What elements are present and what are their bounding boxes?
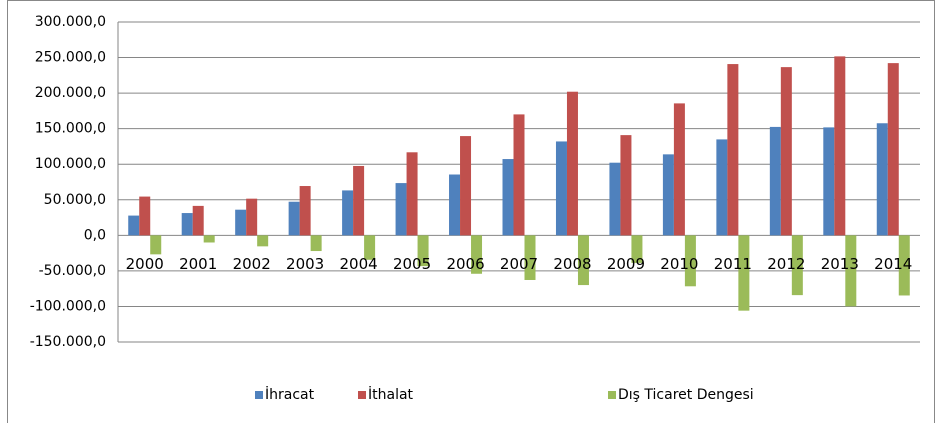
bar (845, 235, 857, 307)
x-tick-label: 2010 (660, 255, 698, 273)
y-tick-label: -100.000,0 (30, 298, 106, 314)
x-tick-label: 2004 (340, 255, 378, 273)
bar (769, 126, 781, 236)
bar (257, 235, 269, 247)
legend-label: İthalat (368, 385, 414, 403)
bar (181, 213, 193, 236)
bar (834, 56, 846, 236)
bar (791, 235, 803, 296)
legend-swatch (358, 391, 366, 399)
bar (898, 235, 910, 296)
x-tick-label: 2011 (714, 255, 752, 273)
y-tick-label: 200.000,0 (35, 85, 106, 101)
y-tick-label: -50.000,0 (39, 263, 106, 279)
x-tick-label: 2003 (286, 255, 324, 273)
bar (662, 154, 674, 236)
bar (502, 159, 514, 236)
x-tick-label: 2002 (233, 255, 271, 273)
bar (342, 190, 354, 236)
x-tick-label: 2014 (874, 255, 912, 273)
bar (780, 67, 792, 236)
y-tick-label: 100.000,0 (35, 156, 106, 172)
y-tick-label: 50.000,0 (44, 192, 106, 208)
bar (738, 235, 750, 311)
bar (310, 235, 322, 252)
bar (460, 136, 472, 236)
bar (566, 91, 578, 236)
bar (620, 135, 632, 236)
legend-swatch (255, 391, 263, 399)
bar (203, 235, 215, 243)
legend-label: İhracat (265, 385, 315, 403)
y-tick-label: 250.000,0 (35, 50, 106, 66)
x-tick-label: 2009 (607, 255, 645, 273)
bar (577, 235, 589, 286)
x-tick-label: 2001 (179, 255, 217, 273)
bar (395, 183, 407, 236)
bar (876, 123, 888, 236)
y-tick-label: 0,0 (84, 227, 106, 243)
bar (727, 64, 739, 236)
bar (449, 174, 461, 236)
y-tick-label: -150.000,0 (30, 334, 106, 350)
x-tick-label: 2008 (553, 255, 591, 273)
y-tick-label: 300.000,0 (35, 14, 106, 30)
x-tick-label: 2000 (126, 255, 164, 273)
bar (631, 235, 643, 263)
legend-label: Dış Ticaret Dengesi (618, 387, 754, 403)
x-tick-label: 2007 (500, 255, 538, 273)
bar (417, 235, 429, 267)
bar (235, 209, 247, 236)
bar (524, 235, 536, 280)
bar (471, 235, 483, 274)
bar (609, 162, 621, 236)
x-tick-label: 2005 (393, 255, 431, 273)
chart-frame (7, 0, 935, 423)
bar (673, 103, 685, 236)
bar (684, 235, 696, 287)
bar (139, 196, 151, 236)
legend-swatch (608, 391, 616, 399)
bar (364, 235, 376, 260)
x-tick-label: 2006 (446, 255, 484, 273)
x-tick-label: 2012 (767, 255, 805, 273)
bar (406, 152, 418, 236)
bar (353, 165, 365, 236)
bar (555, 141, 567, 236)
y-tick-label: 150.000,0 (35, 121, 106, 137)
bar (716, 139, 728, 236)
bar (299, 186, 311, 236)
bar (150, 235, 162, 255)
bar (192, 205, 204, 236)
bar (887, 63, 899, 236)
bar (513, 114, 525, 236)
bar (246, 198, 258, 236)
bar (288, 201, 300, 236)
bar (823, 127, 835, 236)
bar (128, 215, 140, 236)
x-tick-label: 2013 (821, 255, 859, 273)
